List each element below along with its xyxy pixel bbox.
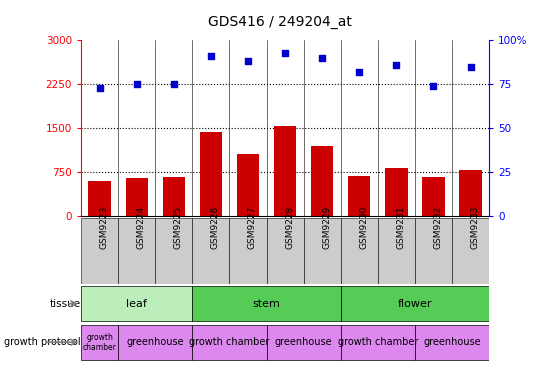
Bar [81,218,118,284]
Bar [229,218,267,284]
Point [206,53,215,59]
Text: stem: stem [253,299,281,309]
Text: GSM9232: GSM9232 [433,206,443,249]
Text: tissue: tissue [49,299,80,309]
Text: greenhouse: greenhouse [275,337,333,347]
Bar [452,218,489,284]
Text: growth
chamber: growth chamber [83,332,116,352]
Bar [415,325,489,360]
Bar [126,179,148,216]
Bar [88,181,111,216]
Point [355,69,364,75]
Bar [415,218,452,284]
Bar [341,286,489,321]
Text: GSM9229: GSM9229 [322,206,331,249]
Point [95,85,104,91]
Text: GSM9230: GSM9230 [359,206,368,249]
Bar [163,177,185,216]
Bar [81,286,192,321]
Text: greenhouse: greenhouse [126,337,184,347]
Text: GSM9233: GSM9233 [471,206,480,249]
Bar [274,126,296,216]
Bar [237,154,259,216]
Text: greenhouse: greenhouse [423,337,481,347]
Text: GSM9224: GSM9224 [137,206,146,249]
Bar [385,168,408,216]
Point [429,83,438,89]
Text: GSM9223: GSM9223 [100,206,108,249]
Point [244,59,253,64]
Text: flower: flower [397,299,432,309]
Bar [459,170,482,216]
Bar [81,325,118,360]
Point [281,50,290,56]
Bar [267,325,341,360]
Bar [267,218,304,284]
Bar [155,218,192,284]
Text: GSM9227: GSM9227 [248,206,257,249]
Text: GSM9226: GSM9226 [211,206,220,249]
Text: growth protocol: growth protocol [4,337,80,347]
Bar [192,325,267,360]
Bar [348,176,371,216]
Text: GDS416 / 249204_at: GDS416 / 249204_at [207,15,352,29]
Bar [423,177,444,216]
Text: leaf: leaf [126,299,147,309]
Bar [192,286,341,321]
Bar [118,218,155,284]
Bar [118,325,192,360]
Bar [192,218,229,284]
Bar [200,132,222,216]
Text: GSM9228: GSM9228 [285,206,294,249]
Bar [378,218,415,284]
Point [132,81,141,87]
Bar [341,218,378,284]
Point [392,62,401,68]
Point [318,55,326,61]
Point [169,81,178,87]
Bar [311,146,333,216]
Text: growth chamber: growth chamber [190,337,269,347]
Point [466,64,475,70]
Bar [304,218,341,284]
Bar [341,325,415,360]
Text: GSM9225: GSM9225 [174,206,183,249]
Text: GSM9231: GSM9231 [396,206,405,249]
Text: growth chamber: growth chamber [338,337,418,347]
